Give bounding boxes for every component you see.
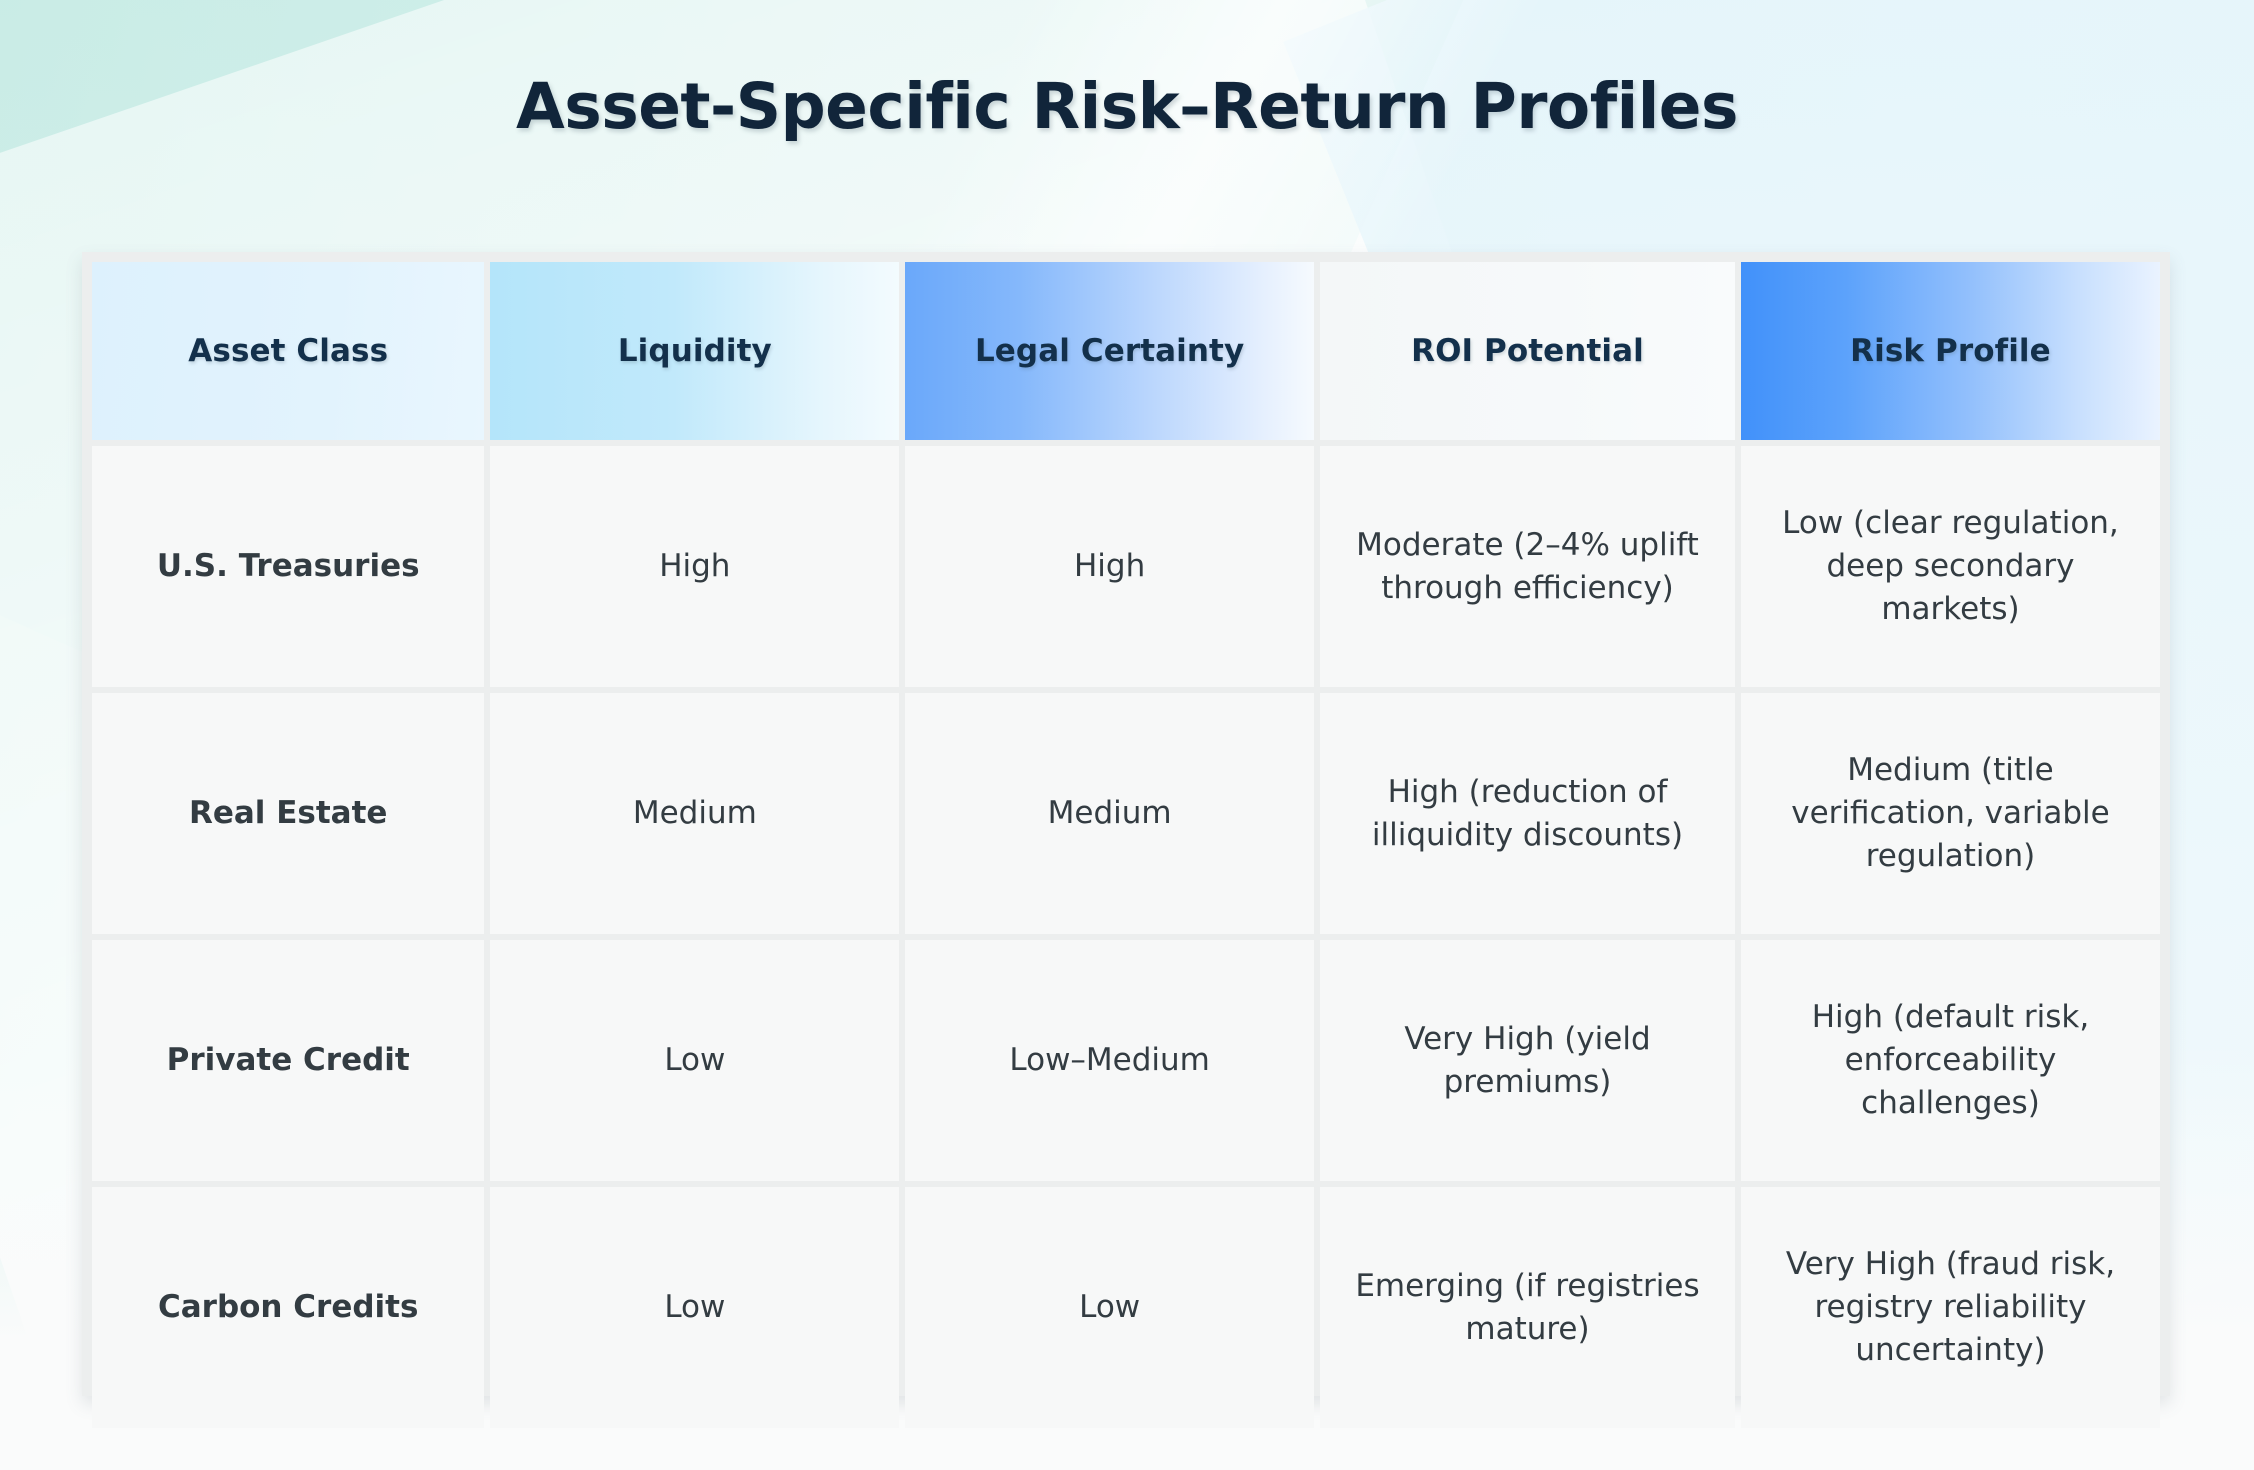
table-body: U.S. Treasuries High High Moderate (2–4%… <box>92 446 2160 1428</box>
cell-liquidity: Low <box>490 1187 900 1428</box>
cell-asset-class: Private Credit <box>92 940 485 1181</box>
cell-roi-potential: High (reduction of illiquidity discounts… <box>1320 693 1735 934</box>
cell-liquidity: High <box>490 446 900 687</box>
cell-roi-potential: Moderate (2–4% uplift through efficiency… <box>1320 446 1735 687</box>
column-header-liquidity: Liquidity <box>490 262 900 440</box>
table-header: Asset Class Liquidity Legal Certainty RO… <box>92 262 2160 440</box>
table-header-row: Asset Class Liquidity Legal Certainty RO… <box>92 262 2160 440</box>
cell-legal-certainty: Low <box>905 1187 1315 1428</box>
cell-asset-class: U.S. Treasuries <box>92 446 485 687</box>
column-header-roi-potential: ROI Potential <box>1320 262 1735 440</box>
column-header-risk-profile: Risk Profile <box>1740 262 2160 440</box>
table-row: U.S. Treasuries High High Moderate (2–4%… <box>92 446 2160 687</box>
cell-roi-potential: Very High (yield premiums) <box>1320 940 1735 1181</box>
cell-risk-profile: Medium (title verification, variable reg… <box>1740 693 2160 934</box>
risk-return-table: Asset Class Liquidity Legal Certainty RO… <box>86 256 2166 1434</box>
cell-liquidity: Low <box>490 940 900 1181</box>
cell-legal-certainty: Low–Medium <box>905 940 1315 1181</box>
cell-risk-profile: High (default risk, enforceability chall… <box>1740 940 2160 1181</box>
table-row: Real Estate Medium Medium High (reductio… <box>92 693 2160 934</box>
cell-risk-profile: Very High (fraud risk, registry reliabil… <box>1740 1187 2160 1428</box>
comparison-table-container: Asset Class Liquidity Legal Certainty RO… <box>82 252 2170 1428</box>
cell-liquidity: Medium <box>490 693 900 934</box>
column-header-legal-certainty: Legal Certainty <box>905 262 1315 440</box>
cell-roi-potential: Emerging (if registries mature) <box>1320 1187 1735 1428</box>
cell-risk-profile: Low (clear regulation, deep secondary ma… <box>1740 446 2160 687</box>
page-title: Asset-Specific Risk–Return Profiles <box>515 70 1739 143</box>
table-row: Private Credit Low Low–Medium Very High … <box>92 940 2160 1181</box>
cell-legal-certainty: Medium <box>905 693 1315 934</box>
column-header-asset-class: Asset Class <box>92 262 485 440</box>
cell-legal-certainty: High <box>905 446 1315 687</box>
cell-asset-class: Real Estate <box>92 693 485 934</box>
cell-asset-class: Carbon Credits <box>92 1187 485 1428</box>
table-row: Carbon Credits Low Low Emerging (if regi… <box>92 1187 2160 1428</box>
